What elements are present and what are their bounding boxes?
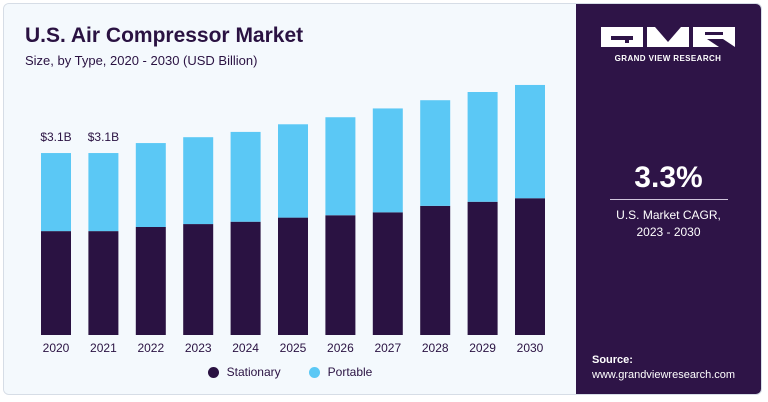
logo-mark-v [647, 27, 689, 47]
logo-mark-g [601, 27, 643, 47]
stacked-bar-chart: 2020 2021 2022 2023 2024 2025 2026 2027 2028 2029… [40, 84, 545, 355]
bar-portable-2025 [278, 124, 308, 218]
legend-label-portable: Portable [327, 365, 373, 379]
legend-item-portable: Portable [308, 365, 373, 379]
bar-portable-2030 [515, 84, 545, 199]
bar-stationary-2022 [135, 227, 166, 335]
x-tick-label-2023: 2023 [185, 341, 212, 355]
source-label: Source: [592, 354, 633, 366]
data-label-2021: $3.1B [88, 130, 119, 144]
data-label-2020: $3.1B [40, 130, 71, 144]
bar-portable-2029 [467, 92, 498, 202]
x-tick-label-2026: 2026 [327, 341, 354, 355]
cagr-value: 3.3% [634, 161, 703, 194]
x-tick-label-2028: 2028 [422, 341, 449, 355]
chart-panel: U.S. Air Compressor Market Size, by Type… [4, 4, 576, 394]
legend-item-stationary: Stationary [207, 365, 281, 379]
bar-stationary-2026 [325, 215, 356, 335]
bar-stationary-2023 [183, 224, 214, 335]
bar-portable-2021 [88, 153, 119, 232]
bar-stationary-2027 [372, 212, 403, 335]
x-tick-label-2020: 2020 [43, 341, 70, 355]
chart-legend: Stationary Portable [4, 365, 576, 379]
brand-panel: GRAND VIEW RESEARCH 3.3% U.S. Market CAG… [576, 4, 761, 394]
bar-stationary-2028 [420, 205, 451, 335]
x-tick-label-2030: 2030 [517, 341, 544, 355]
bar-stationary-2025 [278, 217, 308, 335]
source-url[interactable]: www.grandviewresearch.com [592, 369, 736, 381]
bar-stationary-2029 [467, 201, 498, 335]
x-tick-label-2029: 2029 [469, 341, 496, 355]
bar-stationary-2024 [230, 221, 261, 335]
bar-portable-2028 [420, 100, 451, 206]
bar-portable-2026 [325, 117, 356, 216]
x-tick-label-2027: 2027 [374, 341, 401, 355]
bar-portable-2024 [230, 131, 261, 222]
cagr-divider [610, 199, 728, 200]
chart-title: U.S. Air Compressor Market [25, 24, 304, 47]
bar-portable-2020 [41, 153, 71, 232]
x-tick-label-2022: 2022 [137, 341, 164, 355]
bar-stationary-2020 [41, 231, 71, 335]
x-tick-label-2021: 2021 [90, 341, 117, 355]
bar-stationary-2030 [515, 198, 545, 335]
logo-mark-r [693, 27, 735, 47]
brand-logo: GRAND VIEW RESEARCH [598, 27, 738, 63]
bar-portable-2027 [372, 108, 403, 213]
gvr-logo-icon [598, 27, 738, 47]
legend-swatch-portable [308, 366, 320, 378]
bar-portable-2023 [183, 137, 214, 225]
x-tick-label-2024: 2024 [232, 341, 259, 355]
bar-portable-2022 [135, 143, 166, 227]
chart-subtitle: Size, by Type, 2020 - 2030 (USD Billion) [25, 53, 258, 68]
bar-stationary-2021 [88, 231, 119, 335]
brand-name: GRAND VIEW RESEARCH [614, 54, 722, 63]
cagr-label: U.S. Market CAGR, 2023 - 2030 [616, 208, 721, 239]
infographic-card: U.S. Air Compressor Market Size, by Type… [3, 3, 762, 395]
legend-label-stationary: Stationary [226, 365, 281, 379]
x-tick-label-2025: 2025 [280, 341, 307, 355]
legend-swatch-stationary [207, 366, 219, 378]
